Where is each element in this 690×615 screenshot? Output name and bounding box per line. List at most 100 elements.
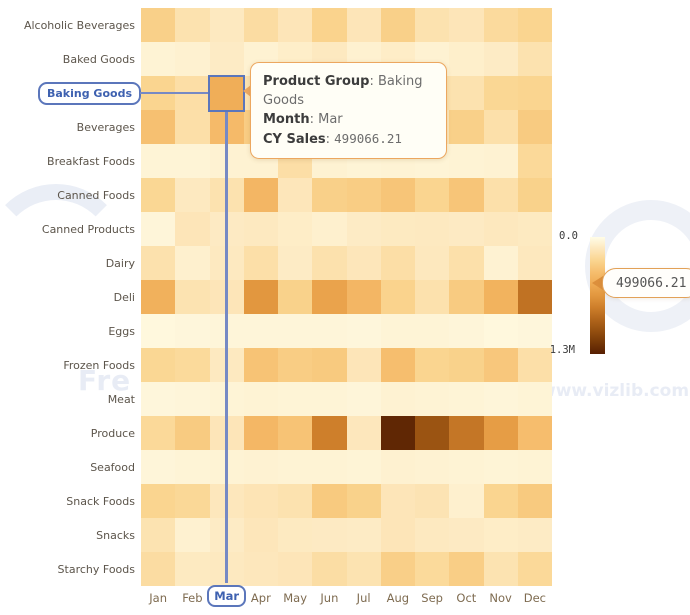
heatmap-cell[interactable] <box>517 246 552 280</box>
heatmap-cell[interactable] <box>312 484 347 518</box>
selected-cell-outline[interactable] <box>208 74 245 112</box>
row-label-canned-foods[interactable]: Canned Foods <box>57 188 135 202</box>
row-label-eggs[interactable]: Eggs <box>108 324 135 338</box>
heatmap-cell[interactable] <box>141 416 176 450</box>
heatmap-cell[interactable] <box>312 212 347 246</box>
heatmap-cell[interactable] <box>517 178 552 212</box>
heatmap-cell[interactable] <box>449 552 484 586</box>
heatmap-cell[interactable] <box>415 246 450 280</box>
heatmap-cell[interactable] <box>278 450 313 484</box>
heatmap-cell[interactable] <box>449 280 484 314</box>
heatmap-cell[interactable] <box>415 450 450 484</box>
heatmap-cell[interactable] <box>209 8 244 42</box>
heatmap-cell[interactable] <box>517 8 552 42</box>
heatmap-cell[interactable] <box>346 450 381 484</box>
selected-month-label-pill[interactable]: Mar <box>207 585 247 607</box>
heatmap-cell[interactable] <box>175 212 210 246</box>
month-label-nov[interactable]: Nov <box>489 591 512 605</box>
heatmap-cell[interactable] <box>278 416 313 450</box>
heatmap-cell[interactable] <box>209 76 244 110</box>
heatmap-cell[interactable] <box>483 144 518 178</box>
heatmap-cell[interactable] <box>175 518 210 552</box>
heatmap-cell[interactable] <box>449 110 484 144</box>
heatmap-cell[interactable] <box>415 314 450 348</box>
heatmap-cell[interactable] <box>175 42 210 76</box>
heatmap-cell[interactable] <box>278 8 313 42</box>
row-label-breakfast-foods[interactable]: Breakfast Foods <box>47 154 135 168</box>
heatmap-cell[interactable] <box>141 42 176 76</box>
heatmap-cell[interactable] <box>141 110 176 144</box>
heatmap-cell[interactable] <box>278 178 313 212</box>
row-label-alcoholic-beverages[interactable]: Alcoholic Beverages <box>23 18 135 32</box>
heatmap-cell[interactable] <box>449 42 484 76</box>
row-label-dairy[interactable]: Dairy <box>105 256 135 270</box>
heatmap-cell[interactable] <box>449 518 484 552</box>
month-label-dec[interactable]: Dec <box>523 591 546 605</box>
heatmap-cell[interactable] <box>483 314 518 348</box>
heatmap-cell[interactable] <box>483 280 518 314</box>
heatmap-cell[interactable] <box>312 382 347 416</box>
heatmap-cell[interactable] <box>175 314 210 348</box>
heatmap-cell[interactable] <box>449 76 484 110</box>
heatmap-cell[interactable] <box>175 8 210 42</box>
heatmap-cell[interactable] <box>346 280 381 314</box>
heatmap-cell[interactable] <box>141 178 176 212</box>
month-label-may[interactable]: May <box>283 591 308 605</box>
heatmap-cell[interactable] <box>483 110 518 144</box>
heatmap-cell[interactable] <box>175 110 210 144</box>
heatmap-cell[interactable] <box>483 484 518 518</box>
heatmap-cell[interactable] <box>449 144 484 178</box>
heatmap-cell[interactable] <box>517 382 552 416</box>
heatmap-cell[interactable] <box>517 110 552 144</box>
heatmap-cell[interactable] <box>243 246 278 280</box>
heatmap-cell[interactable] <box>517 280 552 314</box>
heatmap-cell[interactable] <box>141 450 176 484</box>
heatmap-cell[interactable] <box>380 382 415 416</box>
heatmap-cell[interactable] <box>415 382 450 416</box>
heatmap-cell[interactable] <box>449 246 484 280</box>
row-label-beverages[interactable]: Beverages <box>76 120 135 134</box>
heatmap-cell[interactable] <box>346 246 381 280</box>
heatmap-cell[interactable] <box>141 484 176 518</box>
heatmap-cell[interactable] <box>312 416 347 450</box>
heatmap-cell[interactable] <box>141 382 176 416</box>
heatmap-cell[interactable] <box>483 178 518 212</box>
heatmap-cell[interactable] <box>312 280 347 314</box>
heatmap-cell[interactable] <box>312 450 347 484</box>
month-label-jun[interactable]: Jun <box>320 591 339 605</box>
heatmap-cell[interactable] <box>312 246 347 280</box>
heatmap-cell[interactable] <box>517 552 552 586</box>
row-label-produce[interactable]: Produce <box>90 426 135 440</box>
heatmap-cell[interactable] <box>380 450 415 484</box>
heatmap-cell[interactable] <box>517 348 552 382</box>
month-label-apr[interactable]: Apr <box>250 591 271 605</box>
heatmap-cell[interactable] <box>243 280 278 314</box>
heatmap-cell[interactable] <box>346 518 381 552</box>
heatmap-cell[interactable] <box>380 246 415 280</box>
heatmap-cell[interactable] <box>380 484 415 518</box>
row-label-meat[interactable]: Meat <box>107 392 135 406</box>
heatmap-cell[interactable] <box>175 246 210 280</box>
heatmap-cell[interactable] <box>243 212 278 246</box>
row-label-baked-goods[interactable]: Baked Goods <box>62 52 135 66</box>
heatmap-cell[interactable] <box>415 8 450 42</box>
heatmap-cell[interactable] <box>380 518 415 552</box>
heatmap-cell[interactable] <box>278 246 313 280</box>
heatmap-cell[interactable] <box>243 382 278 416</box>
heatmap-cell[interactable] <box>346 8 381 42</box>
heatmap-cell[interactable] <box>380 178 415 212</box>
row-label-deli[interactable]: Deli <box>113 290 135 304</box>
heatmap-cell[interactable] <box>278 552 313 586</box>
heatmap-cell[interactable] <box>312 552 347 586</box>
heatmap-cell[interactable] <box>175 348 210 382</box>
heatmap-cell[interactable] <box>175 178 210 212</box>
heatmap-cell[interactable] <box>278 280 313 314</box>
heatmap-cell[interactable] <box>141 348 176 382</box>
month-label-jan[interactable]: Jan <box>149 591 167 605</box>
heatmap-cell[interactable] <box>483 518 518 552</box>
month-label-oct[interactable]: Oct <box>456 591 477 605</box>
heatmap-cell[interactable] <box>312 314 347 348</box>
heatmap-cell[interactable] <box>243 416 278 450</box>
heatmap-cell[interactable] <box>449 450 484 484</box>
heatmap-cell[interactable] <box>517 212 552 246</box>
